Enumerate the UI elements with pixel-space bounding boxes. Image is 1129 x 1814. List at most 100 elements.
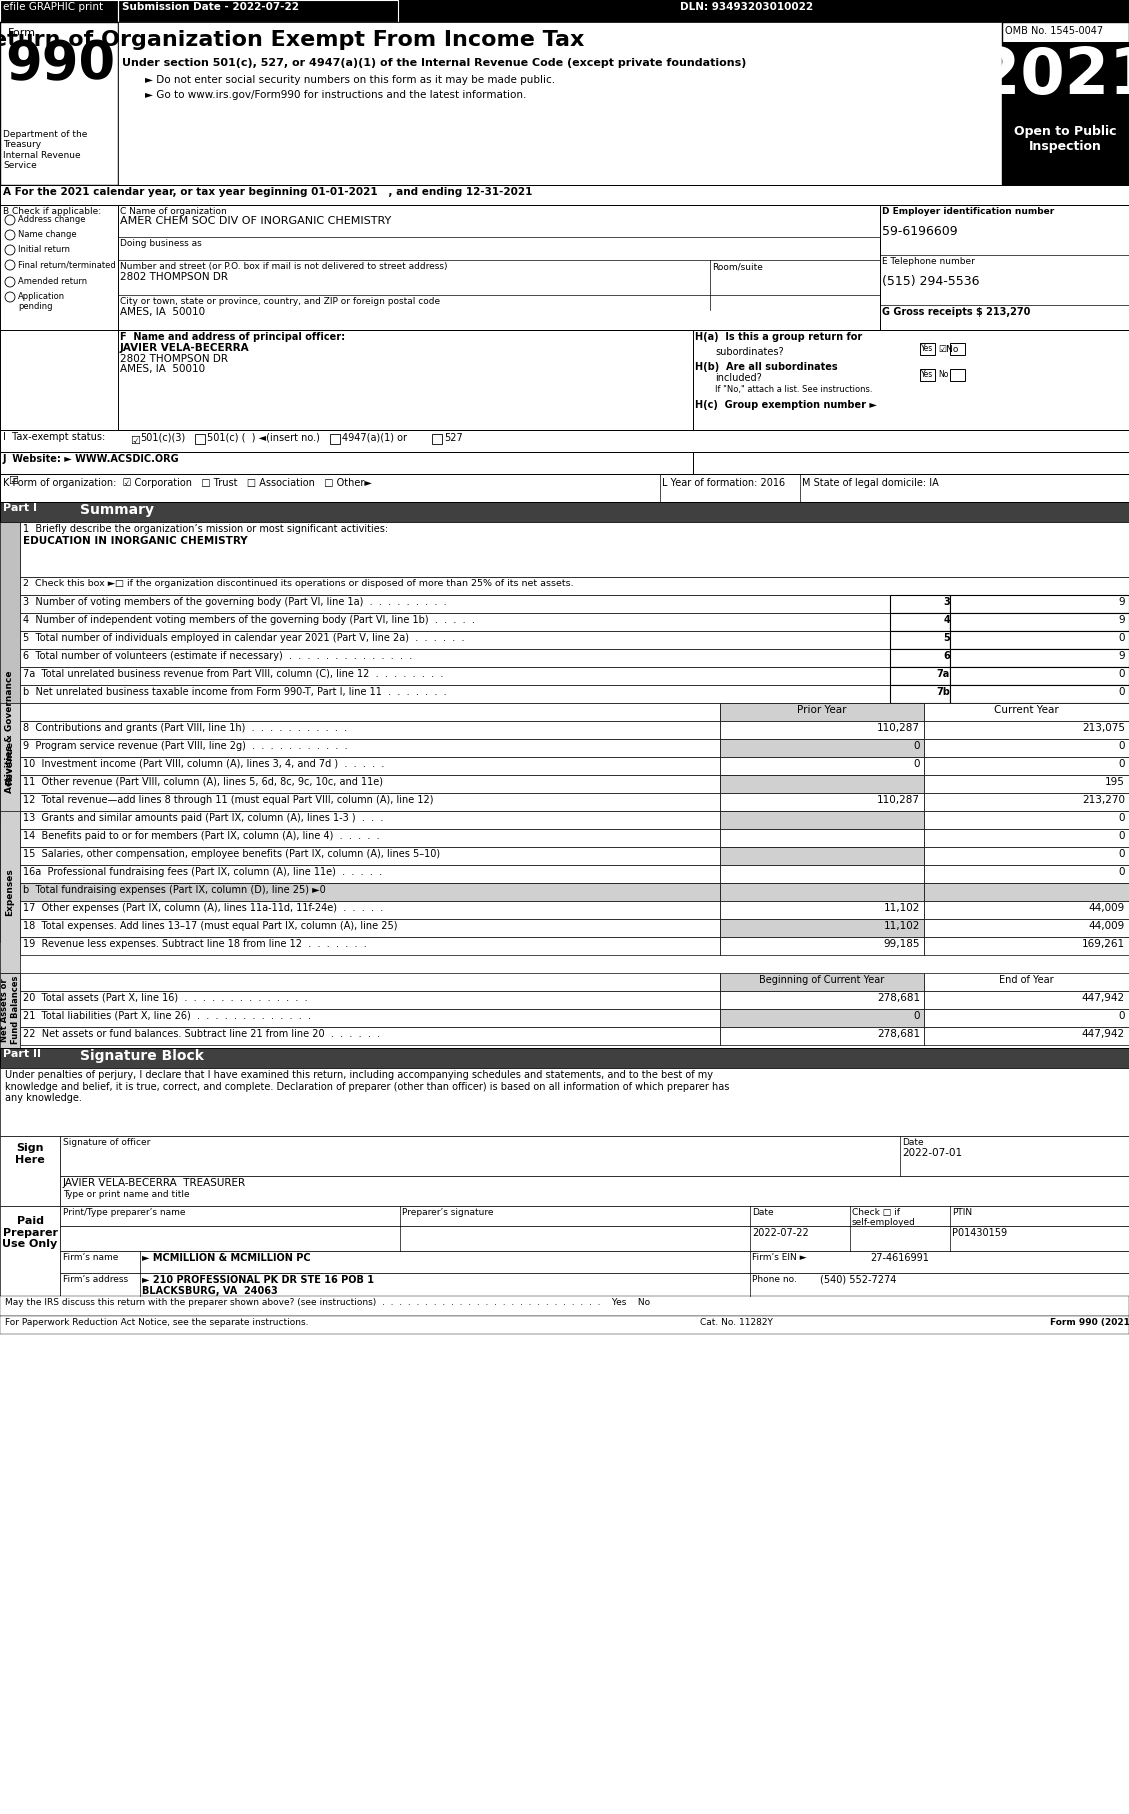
Bar: [60, 1252, 1129, 1273]
Text: Date: Date: [902, 1137, 924, 1146]
Text: 0: 0: [1119, 758, 1124, 769]
Text: Room/suite: Room/suite: [712, 261, 763, 270]
Bar: [432, 434, 441, 444]
Text: E Telephone number: E Telephone number: [882, 258, 974, 267]
Text: City or town, state or province, country, and ZIP or foreign postal code: City or town, state or province, country…: [120, 297, 440, 307]
Bar: [949, 686, 1129, 704]
Circle shape: [5, 278, 15, 287]
Text: 6: 6: [943, 651, 949, 660]
Bar: [20, 1027, 720, 1045]
Text: Firm’s name: Firm’s name: [63, 1253, 119, 1263]
Text: JAVIER VELA-BECERRA: JAVIER VELA-BECERRA: [120, 343, 250, 354]
Bar: [720, 775, 924, 793]
Bar: [720, 972, 924, 990]
Text: ► MCMILLION & MCMILLION PC: ► MCMILLION & MCMILLION PC: [142, 1253, 310, 1263]
Bar: [720, 847, 924, 865]
Text: 10  Investment income (Part VIII, column (A), lines 3, 4, and 7d )  .  .  .  .  : 10 Investment income (Part VIII, column …: [23, 758, 384, 769]
Bar: [0, 205, 119, 450]
Bar: [949, 595, 1129, 613]
Bar: [720, 811, 924, 829]
Bar: [720, 902, 924, 920]
Bar: [879, 205, 1129, 450]
Text: Summary: Summary: [80, 502, 154, 517]
Text: AMER CHEM SOC DIV OF INORGANIC CHEMISTRY: AMER CHEM SOC DIV OF INORGANIC CHEMISTRY: [120, 216, 392, 227]
Bar: [20, 631, 890, 649]
Text: 13  Grants and similar amounts paid (Part IX, column (A), lines 1-3 )  .  .  .: 13 Grants and similar amounts paid (Part…: [23, 813, 384, 824]
Text: 15  Salaries, other compensation, employee benefits (Part IX, column (A), lines : 15 Salaries, other compensation, employe…: [23, 849, 440, 860]
Text: OMB No. 1545-0047: OMB No. 1545-0047: [1005, 25, 1103, 36]
Text: H(a)  Is this a group return for: H(a) Is this a group return for: [695, 332, 863, 343]
Text: b  Total fundraising expenses (Part IX, column (D), line 25) ►0: b Total fundraising expenses (Part IX, c…: [23, 885, 326, 894]
Text: Date: Date: [752, 1208, 773, 1217]
Text: ► 210 PROFESSIONAL PK DR STE 16 POB 1: ► 210 PROFESSIONAL PK DR STE 16 POB 1: [142, 1275, 374, 1284]
Text: Application
pending: Application pending: [18, 292, 65, 312]
Text: Open to Public
Inspection: Open to Public Inspection: [1014, 125, 1117, 152]
Text: Under penalties of perjury, I declare that I have examined this return, includin: Under penalties of perjury, I declare th…: [5, 1070, 729, 1103]
Text: 0: 0: [1119, 633, 1124, 642]
Text: AMES, IA  50010: AMES, IA 50010: [120, 365, 205, 374]
Bar: [20, 938, 720, 954]
Text: 195: 195: [1105, 776, 1124, 787]
Text: M State of legal domicile: IA: M State of legal domicile: IA: [802, 479, 938, 488]
Bar: [20, 522, 1129, 577]
Text: Number and street (or P.O. box if mail is not delivered to street address): Number and street (or P.O. box if mail i…: [120, 261, 447, 270]
Bar: [0, 430, 1129, 452]
Text: ► Do not enter social security numbers on this form as it may be made public.: ► Do not enter social security numbers o…: [145, 74, 555, 85]
Text: 501(c)(3): 501(c)(3): [140, 434, 185, 443]
Text: 0: 0: [913, 1010, 920, 1021]
Bar: [0, 1206, 60, 1295]
Text: 12  Total revenue—add lines 8 through 11 (must equal Part VIII, column (A), line: 12 Total revenue—add lines 8 through 11 …: [23, 795, 434, 805]
Text: 110,287: 110,287: [877, 795, 920, 805]
Text: 0: 0: [1119, 688, 1124, 697]
Text: 110,287: 110,287: [877, 724, 920, 733]
Bar: [949, 613, 1129, 631]
Text: included?: included?: [715, 374, 762, 383]
Bar: [20, 920, 720, 938]
Bar: [924, 847, 1129, 865]
Text: Amended return: Amended return: [18, 278, 87, 287]
Text: 213,270: 213,270: [1082, 795, 1124, 805]
Bar: [720, 1027, 924, 1045]
Text: BLACKSBURG, VA  24063: BLACKSBURG, VA 24063: [142, 1286, 278, 1295]
Text: G Gross receipts $ 213,270: G Gross receipts $ 213,270: [882, 307, 1031, 317]
Text: 0: 0: [913, 740, 920, 751]
Text: 501(c) (  ) ◄(insert no.): 501(c) ( ) ◄(insert no.): [207, 434, 320, 443]
Bar: [720, 738, 924, 756]
Text: Return of Organization Exempt From Income Tax: Return of Organization Exempt From Incom…: [0, 31, 585, 51]
Bar: [720, 883, 924, 902]
Bar: [924, 865, 1129, 883]
Bar: [0, 22, 1129, 185]
Bar: [20, 756, 720, 775]
Text: b  Net unrelated business taxable income from Form 990-T, Part I, line 11  .  . : b Net unrelated business taxable income …: [23, 688, 447, 697]
Bar: [60, 1273, 1129, 1295]
Text: Initial return: Initial return: [18, 245, 70, 254]
Text: D Employer identification number: D Employer identification number: [882, 207, 1054, 216]
Bar: [720, 704, 924, 720]
Text: JAVIER VELA-BECERRA  TREASURER: JAVIER VELA-BECERRA TREASURER: [63, 1177, 246, 1188]
Bar: [330, 434, 340, 444]
Text: I  Tax-exempt status:: I Tax-exempt status:: [3, 432, 105, 443]
Text: Signature Block: Signature Block: [80, 1048, 204, 1063]
Text: ☑: ☑: [8, 475, 18, 486]
Text: Current Year: Current Year: [994, 706, 1058, 715]
Text: 27-4616991: 27-4616991: [870, 1253, 929, 1263]
Text: 2021: 2021: [977, 45, 1129, 107]
Text: 7a: 7a: [937, 669, 949, 678]
Text: B Check if applicable:: B Check if applicable:: [3, 207, 102, 216]
Text: Yes: Yes: [921, 345, 934, 354]
Bar: [720, 920, 924, 938]
Text: 9  Program service revenue (Part VIII, line 2g)  .  .  .  .  .  .  .  .  .  .  .: 9 Program service revenue (Part VIII, li…: [23, 740, 348, 751]
Bar: [720, 865, 924, 883]
Text: 21  Total liabilities (Part X, line 26)  .  .  .  .  .  .  .  .  .  .  .  .  .: 21 Total liabilities (Part X, line 26) .…: [23, 1010, 310, 1021]
Bar: [60, 1206, 1129, 1226]
Text: 7a  Total unrelated business revenue from Part VIII, column (C), line 12  .  .  : 7a Total unrelated business revenue from…: [23, 669, 444, 678]
Bar: [20, 865, 720, 883]
Bar: [924, 811, 1129, 829]
Bar: [924, 1027, 1129, 1045]
Bar: [20, 811, 720, 829]
Text: Part II: Part II: [3, 1048, 41, 1059]
Bar: [924, 1009, 1129, 1027]
Text: 3: 3: [943, 597, 949, 608]
Text: 3  Number of voting members of the governing body (Part VI, line 1a)  .  .  .  .: 3 Number of voting members of the govern…: [23, 597, 447, 608]
Bar: [949, 368, 965, 381]
